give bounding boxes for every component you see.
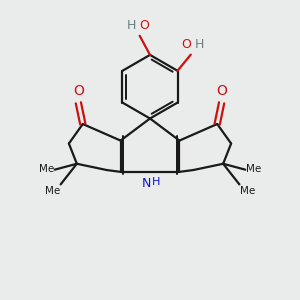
Text: O: O bbox=[181, 38, 191, 51]
Text: H: H bbox=[152, 177, 161, 187]
Text: Me: Me bbox=[39, 164, 54, 174]
Text: Me: Me bbox=[246, 164, 261, 174]
Text: O: O bbox=[140, 19, 150, 32]
Text: O: O bbox=[216, 84, 227, 98]
Text: O: O bbox=[73, 84, 84, 98]
Text: Me: Me bbox=[44, 186, 60, 196]
Text: H: H bbox=[195, 38, 205, 51]
Text: Me: Me bbox=[240, 186, 256, 196]
Text: N: N bbox=[142, 177, 151, 190]
Text: H: H bbox=[127, 19, 136, 32]
